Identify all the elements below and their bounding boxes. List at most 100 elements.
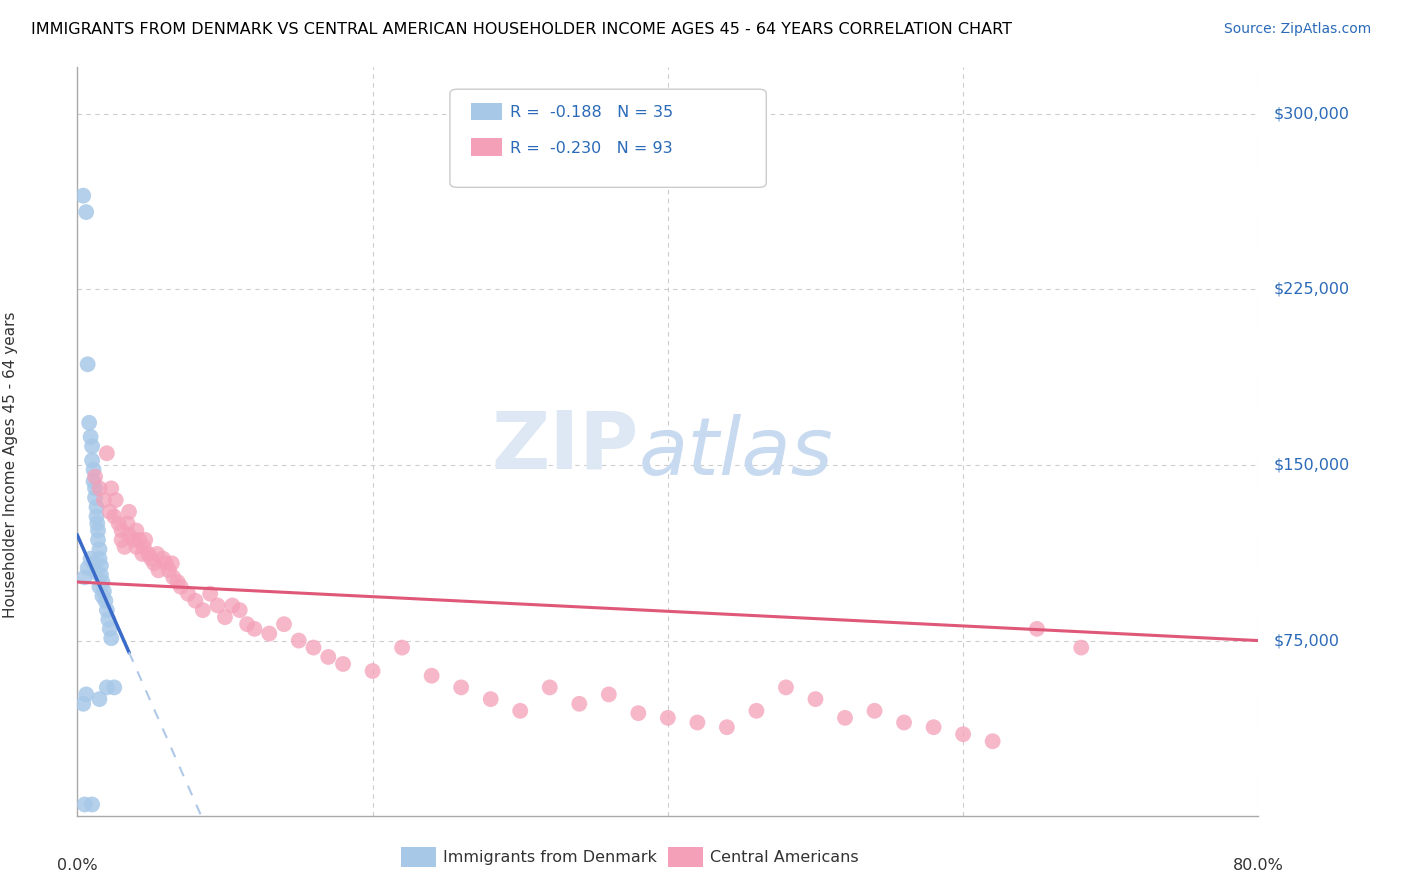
Point <box>132 540 155 554</box>
Point <box>148 563 170 577</box>
Point <box>87 524 110 538</box>
Point <box>157 563 180 577</box>
Point <box>162 570 184 584</box>
Point <box>834 711 856 725</box>
Text: R =  -0.230   N = 93: R = -0.230 N = 93 <box>510 141 673 155</box>
Point <box>288 633 311 648</box>
Point <box>981 734 1004 748</box>
Point <box>221 599 243 613</box>
Point <box>104 493 127 508</box>
Point <box>228 603 252 617</box>
Point <box>952 727 974 741</box>
Point <box>131 547 153 561</box>
Point <box>118 505 141 519</box>
Point <box>75 205 97 219</box>
Point <box>207 599 229 613</box>
Point <box>160 557 183 571</box>
Point <box>125 540 148 554</box>
Point <box>90 558 112 573</box>
Point <box>86 516 108 531</box>
Point <box>152 551 174 566</box>
Point <box>82 439 104 453</box>
Point <box>83 475 105 489</box>
Text: atlas: atlas <box>638 414 834 492</box>
Point <box>103 509 125 524</box>
Point <box>170 580 193 594</box>
Point <box>93 584 115 599</box>
Point <box>98 505 121 519</box>
Point <box>93 493 115 508</box>
Point <box>1070 640 1092 655</box>
Point <box>94 594 117 608</box>
Point <box>538 681 561 695</box>
Point <box>177 587 200 601</box>
Point <box>87 533 110 547</box>
Point <box>91 574 114 589</box>
Point <box>89 580 111 594</box>
Point <box>259 626 281 640</box>
Point <box>128 533 150 547</box>
Point <box>420 669 443 683</box>
Point <box>686 715 709 730</box>
Point <box>134 533 156 547</box>
Point <box>103 681 125 695</box>
Point <box>84 482 107 496</box>
Point <box>90 568 112 582</box>
Point <box>143 557 166 571</box>
Point <box>318 649 340 664</box>
Point <box>73 797 96 812</box>
Point <box>141 551 163 566</box>
Text: Immigrants from Denmark: Immigrants from Denmark <box>443 850 657 864</box>
Point <box>76 561 98 575</box>
Text: Householder Income Ages 45 - 64 years: Householder Income Ages 45 - 64 years <box>3 311 18 618</box>
Point <box>273 617 295 632</box>
Point <box>83 462 105 476</box>
Text: R =  -0.188   N = 35: R = -0.188 N = 35 <box>510 105 673 120</box>
Point <box>76 357 98 371</box>
Point <box>86 500 108 514</box>
Point <box>166 574 188 589</box>
Point <box>86 566 108 580</box>
Point <box>804 692 827 706</box>
Point <box>100 482 122 496</box>
Point <box>89 542 111 557</box>
Point <box>82 797 104 812</box>
Point <box>745 704 768 718</box>
Point <box>716 720 738 734</box>
Point <box>136 547 159 561</box>
Point <box>107 516 129 531</box>
Point <box>89 692 111 706</box>
Point <box>200 587 222 601</box>
Point <box>146 547 169 561</box>
Point <box>111 524 132 538</box>
Point <box>509 704 531 718</box>
Point <box>111 533 132 547</box>
Point <box>82 453 104 467</box>
Point <box>302 640 325 655</box>
Point <box>98 622 121 636</box>
Point <box>96 681 118 695</box>
Text: $225,000: $225,000 <box>1274 282 1350 297</box>
Point <box>100 632 122 646</box>
Text: $150,000: $150,000 <box>1274 458 1350 473</box>
Point <box>83 557 105 571</box>
Point <box>73 570 96 584</box>
Point <box>96 603 118 617</box>
Point <box>155 557 177 571</box>
Text: ZIP: ZIP <box>491 408 638 485</box>
Point <box>97 613 120 627</box>
Point <box>243 622 266 636</box>
Point <box>122 533 145 547</box>
Text: $75,000: $75,000 <box>1274 633 1339 648</box>
Point <box>91 589 114 603</box>
Point <box>450 681 472 695</box>
Point <box>922 720 945 734</box>
Point <box>657 711 679 725</box>
Point <box>361 664 384 678</box>
Point <box>125 524 148 538</box>
Point <box>236 617 259 632</box>
Point <box>568 697 591 711</box>
Point <box>184 594 207 608</box>
Point <box>775 681 797 695</box>
Point <box>332 657 354 671</box>
